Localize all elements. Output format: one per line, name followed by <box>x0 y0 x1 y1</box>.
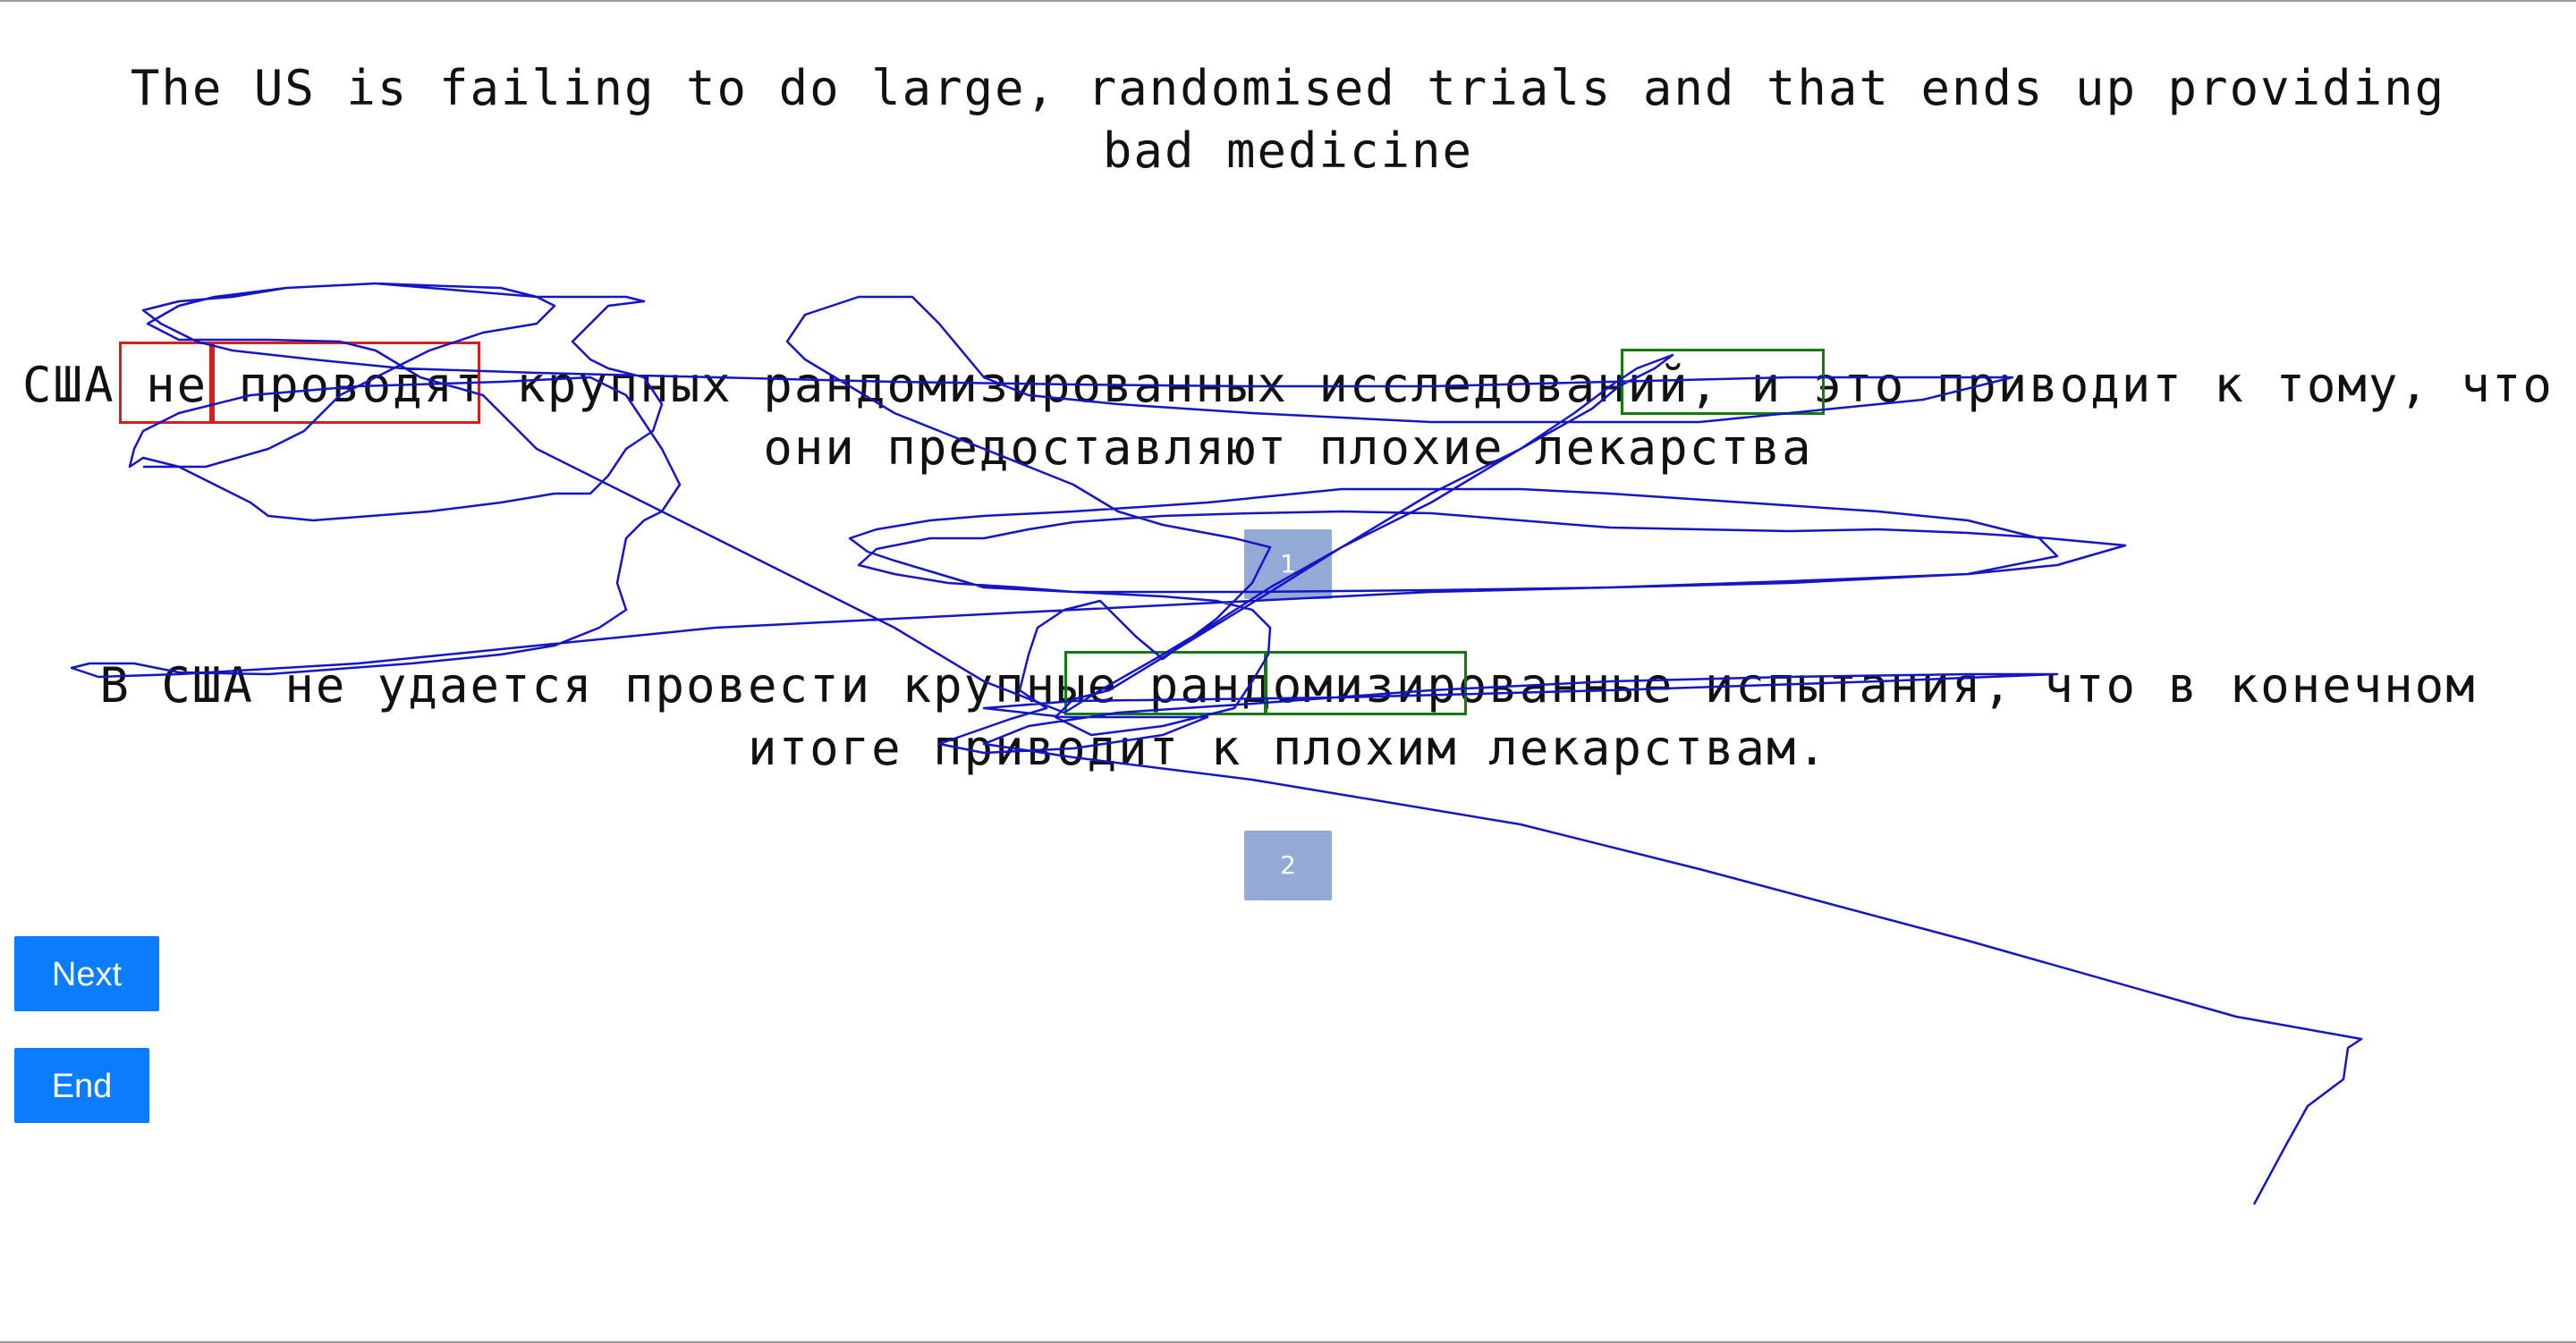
translation-option-2[interactable]: В США не удается провести крупные рандом… <box>99 657 2477 776</box>
next-button[interactable]: Next <box>14 936 159 1011</box>
rank-badge-1[interactable]: 1 <box>1244 529 1332 599</box>
source-sentence: The US is failing to do large, randomise… <box>130 60 2446 179</box>
end-button[interactable]: End <box>14 1048 149 1123</box>
rank-badge-2[interactable]: 2 <box>1244 831 1332 900</box>
translation-option-1[interactable]: США не проводят крупных рандомизированны… <box>22 357 2554 476</box>
